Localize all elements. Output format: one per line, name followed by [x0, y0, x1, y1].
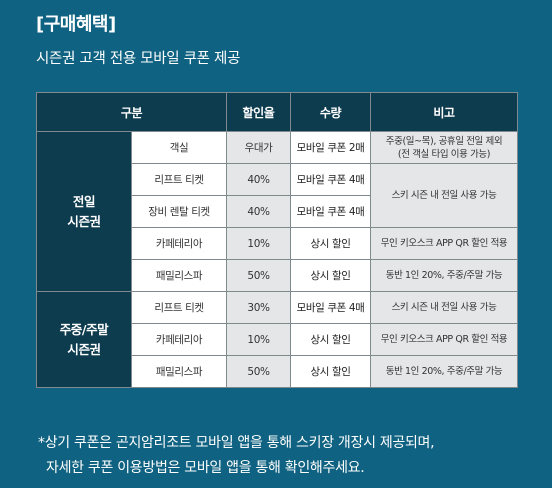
table-row: 주중/주말 시즌권 리프트 티켓 30% 모바일 쿠폰 4매 스키 시즌 내 전…	[36, 291, 518, 388]
qty-cell: 모바일 쿠폰 4매	[290, 163, 371, 196]
item-cell: 카페테리아	[131, 227, 227, 260]
footnote: *상기 쿠폰은 곤지암리조트 모바일 앱을 통해 스키장 개장시 제공되며, 자…	[38, 431, 435, 481]
rate-cell: 10%	[226, 323, 291, 356]
rate-cell: 우대가	[226, 131, 291, 164]
group-label-line: 주중/주말	[59, 321, 109, 337]
header-note: 비고	[370, 92, 518, 132]
qty-cell: 모바일 쿠폰 4매	[290, 291, 371, 324]
note-line: 주중(일~목), 공휴일 전일 제외	[385, 135, 503, 147]
note-cell: 주중(일~목), 공휴일 전일 제외 (전 객실 타입 이용 가능)	[370, 131, 518, 164]
item-cell: 리프트 티켓	[131, 291, 227, 324]
table-row: 패밀리스파 50% 상시 할인 동반 1인 20%, 주중/주말 가능	[37, 259, 518, 292]
table-row: 전일 시즌권 객실 우대가 모바일 쿠폰 2매 주중(일~목), 공휴일 전일 …	[36, 131, 518, 292]
qty-cell: 상시 할인	[290, 259, 371, 292]
item-cell: 리프트 티켓	[131, 163, 227, 196]
rate-cell: 30%	[226, 291, 291, 324]
rate-cell: 10%	[226, 227, 291, 260]
qty-cell: 상시 할인	[290, 323, 371, 356]
item-cell: 장비 렌탈 티켓	[131, 195, 227, 228]
section-subtitle: 시즌권 고객 전용 모바일 쿠폰 제공	[36, 51, 241, 67]
note-cell: 스키 시즌 내 전일 사용 가능	[370, 291, 518, 324]
header-quantity: 수량	[290, 92, 371, 132]
footnote-line: 자세한 쿠폰 이용방법은 모바일 앱을 통해 확인해주세요.	[46, 460, 365, 476]
rate-cell: 50%	[226, 259, 291, 292]
table-row: 장비 렌탈 티켓 40% 모바일 쿠폰 4매	[37, 195, 518, 228]
header-discount: 할인율	[226, 92, 291, 132]
section-heading: [구매혜택]	[36, 14, 116, 35]
item-cell: 패밀리스파	[131, 259, 227, 292]
rate-cell: 40%	[226, 163, 291, 196]
header-category: 구분	[36, 92, 227, 132]
table-header-row: 구분 할인율 수량 비고	[36, 92, 518, 132]
group-label-line: 전일	[72, 193, 96, 209]
item-cell: 패밀리스파	[131, 355, 227, 388]
benefit-table: 구분 할인율 수량 비고 전일 시즌권 객실 우대가 모바일 쿠폰 2매 주중(…	[36, 92, 518, 388]
table-row: 카페테리아 10% 상시 할인 무인 키오스크 APP QR 할인 적용	[37, 323, 518, 356]
group-label-weekday-weekend: 주중/주말 시즌권	[36, 291, 132, 388]
rate-cell: 50%	[226, 355, 291, 388]
qty-cell: 상시 할인	[290, 227, 371, 260]
note-cell: 무인 키오스크 APP QR 할인 적용	[370, 323, 518, 356]
note-cell-merged: 스키 시즌 내 전일 사용 가능	[370, 163, 518, 228]
note-cell: 무인 키오스크 APP QR 할인 적용	[370, 227, 518, 260]
group-label-allday: 전일 시즌권	[36, 131, 132, 292]
qty-cell: 상시 할인	[290, 355, 371, 388]
rate-cell: 40%	[226, 195, 291, 228]
note-cell: 동반 1인 20%, 주중/주말 가능	[370, 259, 518, 292]
qty-cell: 모바일 쿠폰 4매	[290, 195, 371, 228]
note-cell: 동반 1인 20%, 주중/주말 가능	[370, 355, 518, 388]
group-label-line: 시즌권	[67, 213, 101, 229]
group-label-line: 시즌권	[67, 341, 101, 357]
item-cell: 객실	[131, 131, 227, 164]
table-row: 리프트 티켓 40% 모바일 쿠폰 4매 스키 시즌 내 전일 사용 가능	[37, 163, 518, 228]
qty-cell: 모바일 쿠폰 2매	[290, 131, 371, 164]
table-row: 패밀리스파 50% 상시 할인 동반 1인 20%, 주중/주말 가능	[37, 355, 518, 388]
item-cell: 카페테리아	[131, 323, 227, 356]
footnote-line: *상기 쿠폰은 곤지암리조트 모바일 앱을 통해 스키장 개장시 제공되며,	[38, 435, 435, 451]
note-line: (전 객실 타입 이용 가능)	[397, 148, 491, 160]
